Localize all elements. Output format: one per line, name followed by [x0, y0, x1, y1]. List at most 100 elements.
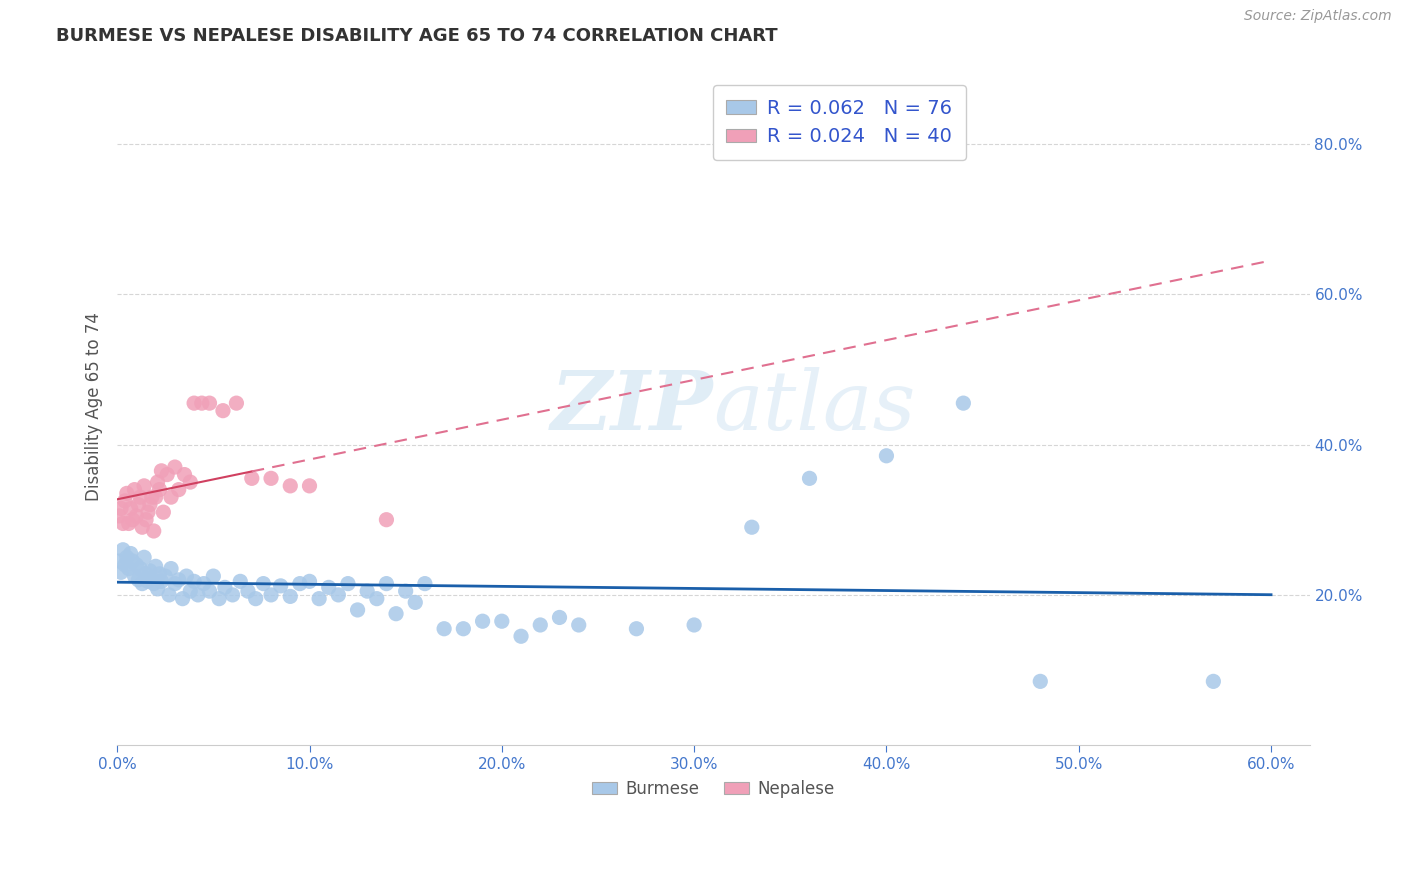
Point [163, 460, 186, 475]
Point [208, 591, 231, 606]
Point [236, 584, 259, 599]
Point [150, 464, 173, 478]
Point [118, 516, 141, 531]
Point [145, 490, 167, 504]
Point [120, 501, 142, 516]
Point [191, 396, 214, 410]
Point [741, 520, 763, 534]
Point [139, 498, 162, 512]
Point [214, 580, 236, 594]
Point [375, 576, 398, 591]
Point [127, 498, 149, 512]
Point [152, 505, 174, 519]
Point [176, 569, 198, 583]
Point [111, 542, 134, 557]
Point [132, 550, 155, 565]
Point [121, 554, 143, 568]
Point [433, 622, 456, 636]
Point [142, 524, 165, 538]
Legend: Burmese, Nepalese: Burmese, Nepalese [585, 773, 841, 805]
Point [132, 479, 155, 493]
Point [278, 479, 301, 493]
Point [952, 396, 974, 410]
Point [683, 618, 706, 632]
Point [131, 520, 153, 534]
Point [346, 603, 368, 617]
Point [179, 475, 201, 489]
Point [141, 490, 163, 504]
Point [160, 490, 183, 504]
Point [413, 576, 436, 591]
Point [278, 590, 301, 604]
Point [167, 573, 190, 587]
Point [120, 547, 142, 561]
Point [115, 550, 138, 565]
Point [136, 505, 159, 519]
Point [491, 614, 513, 628]
Point [136, 574, 159, 589]
Point [471, 614, 494, 628]
Point [212, 403, 235, 417]
Point [129, 561, 152, 575]
Point [115, 486, 138, 500]
Point [114, 494, 136, 508]
Point [356, 584, 378, 599]
Point [163, 576, 186, 591]
Point [298, 574, 321, 589]
Text: ZIP: ZIP [551, 367, 713, 447]
Text: Source: ZipAtlas.com: Source: ZipAtlas.com [1244, 9, 1392, 23]
Point [183, 574, 205, 589]
Point [404, 595, 426, 609]
Point [108, 554, 131, 568]
Point [110, 501, 132, 516]
Point [510, 629, 533, 643]
Point [125, 558, 148, 572]
Point [548, 610, 571, 624]
Point [202, 569, 225, 583]
Point [1029, 674, 1052, 689]
Point [385, 607, 408, 621]
Point [167, 483, 190, 497]
Point [124, 483, 146, 497]
Point [173, 467, 195, 482]
Point [260, 471, 283, 485]
Point [141, 571, 163, 585]
Point [157, 588, 180, 602]
Point [799, 471, 821, 485]
Point [139, 564, 162, 578]
Point [118, 561, 141, 575]
Point [336, 576, 359, 591]
Point [187, 588, 209, 602]
Point [146, 582, 169, 596]
Point [198, 584, 221, 599]
Point [568, 618, 591, 632]
Point [198, 396, 221, 410]
Point [179, 584, 201, 599]
Point [148, 566, 170, 581]
Point [135, 513, 157, 527]
Point [110, 566, 132, 580]
Point [260, 588, 283, 602]
Point [127, 573, 149, 587]
Point [875, 449, 897, 463]
Point [114, 558, 136, 572]
Point [111, 516, 134, 531]
Point [121, 513, 143, 527]
Point [375, 513, 398, 527]
Point [183, 396, 205, 410]
Point [626, 622, 648, 636]
Point [221, 588, 243, 602]
Point [124, 569, 146, 583]
Point [225, 396, 247, 410]
Point [148, 483, 170, 497]
Point [453, 622, 475, 636]
Y-axis label: Disability Age 65 to 74: Disability Age 65 to 74 [86, 312, 103, 501]
Point [288, 576, 311, 591]
Point [145, 559, 167, 574]
Point [156, 467, 179, 482]
Point [108, 508, 131, 523]
Point [172, 591, 194, 606]
Point [245, 591, 267, 606]
Point [129, 490, 152, 504]
Point [229, 574, 252, 589]
